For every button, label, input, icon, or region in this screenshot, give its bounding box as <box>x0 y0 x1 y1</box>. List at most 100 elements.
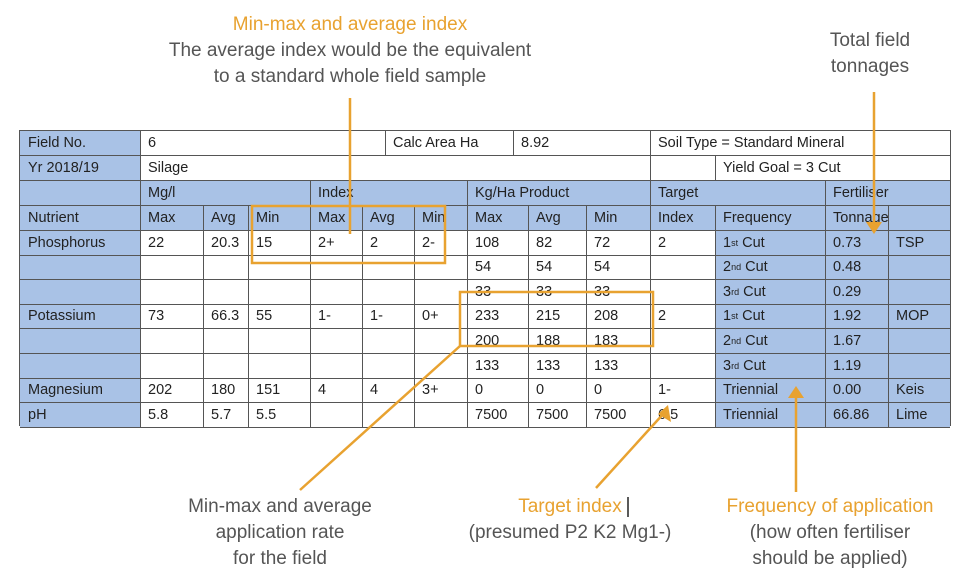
grid-line <box>20 328 950 330</box>
table-cell: 72 <box>586 230 650 255</box>
grid-line <box>888 205 889 427</box>
annotation-application-rate: Min-max and average application rate for… <box>150 494 410 572</box>
table-cell: 5.8 <box>140 402 203 428</box>
table-cell: 5.5 <box>248 402 310 428</box>
annotation-text: to a standard whole field sample <box>213 66 487 87</box>
annotation-target-index: Target index (presumed P2 K2 Mg1-) <box>440 494 700 546</box>
group-index: Index <box>310 180 467 205</box>
grid-line <box>248 205 249 427</box>
table-cell <box>414 279 467 305</box>
table-cell <box>414 402 467 428</box>
table-cell: 54 <box>586 254 650 280</box>
yield-goal: Yield Goal = 3 Cut <box>715 155 950 180</box>
table-cell <box>203 254 248 280</box>
grid-line <box>385 131 386 155</box>
table-cell <box>140 279 203 305</box>
column-header: Max <box>310 205 362 230</box>
group-kgha: Kg/Ha Product <box>467 180 650 205</box>
arrow-head-frequency <box>788 386 804 398</box>
nutrient-cell: Potassium <box>20 303 140 329</box>
table-cell <box>310 353 362 378</box>
table-cell <box>888 279 950 305</box>
pointer-line-target <box>595 411 666 489</box>
table-cell: Keis <box>888 377 950 403</box>
pointer-line-rate <box>299 345 461 491</box>
table-cell: 233 <box>467 303 528 329</box>
table-cell: 82 <box>528 230 586 255</box>
grid-line <box>140 131 141 427</box>
table-cell <box>362 328 414 354</box>
table-cell: 66.86 <box>825 402 888 428</box>
annotation-total-tonnages: Total field tonnages <box>790 28 950 80</box>
grid-line <box>513 131 514 155</box>
table-cell: TSP <box>888 230 950 255</box>
grid-line <box>414 205 415 427</box>
nutrient-cell: Magnesium <box>20 377 140 403</box>
grid-line <box>586 205 587 427</box>
column-header: Min <box>586 205 650 230</box>
table-cell <box>650 353 715 378</box>
column-header: Max <box>140 205 203 230</box>
table-cell: 2 <box>362 230 414 255</box>
table-cell: 133 <box>528 353 586 378</box>
table-cell: 0 <box>586 377 650 403</box>
annotation-text: for the field <box>233 548 327 569</box>
column-header: Frequency <box>715 205 825 230</box>
table-cell: 3+ <box>414 377 467 403</box>
grid-line <box>20 303 950 305</box>
table-cell: 108 <box>467 230 528 255</box>
table-cell: Lime <box>888 402 950 428</box>
table-cell: 1- <box>310 303 362 329</box>
grid-line <box>310 180 311 427</box>
annotation-frequency: Frequency of application (how often fert… <box>690 494 970 572</box>
table-cell: MOP <box>888 303 950 329</box>
table-cell: 22 <box>140 230 203 255</box>
column-header: Max <box>467 205 528 230</box>
grid-line <box>20 426 950 428</box>
table-cell: 2- <box>414 230 467 255</box>
column-header: Nutrient <box>20 205 140 230</box>
grid-line <box>20 353 950 354</box>
annotation-text: (how often fertiliser <box>749 522 911 543</box>
table-cell: 1- <box>650 377 715 403</box>
table-cell: 1.92 <box>825 303 888 329</box>
grid-line <box>362 205 363 427</box>
table-cell: 208 <box>586 303 650 329</box>
grid-line <box>20 180 950 181</box>
table-cell <box>888 328 950 354</box>
grid-line <box>715 205 716 427</box>
calc-area-label: Calc Area Ha <box>385 131 513 155</box>
annotation-text: Total field <box>829 30 911 51</box>
table-cell <box>140 254 203 280</box>
table-cell: 2+ <box>310 230 362 255</box>
table-cell: 0.73 <box>825 230 888 255</box>
table-cell: 66.3 <box>203 303 248 329</box>
column-header: Avg <box>203 205 248 230</box>
annotation-minmax-index: Min-max and average index The average in… <box>110 12 590 90</box>
table-cell: Triennial <box>715 377 825 403</box>
table-cell: 15 <box>248 230 310 255</box>
table-cell: 2 <box>650 303 715 329</box>
table-cell <box>362 353 414 378</box>
grid-line <box>528 205 529 427</box>
table-cell: 180 <box>203 377 248 403</box>
table-cell: 4 <box>310 377 362 403</box>
column-header <box>888 205 950 230</box>
nutrient-cell <box>20 254 140 280</box>
column-header: Index <box>650 205 715 230</box>
grid-line <box>20 254 950 256</box>
grid-line <box>650 180 651 427</box>
table-cell: 133 <box>467 353 528 378</box>
annotation-text: application rate <box>215 522 345 543</box>
table-cell: 4 <box>362 377 414 403</box>
table-cell <box>414 254 467 280</box>
nutrient-cell <box>20 279 140 305</box>
table-cell <box>650 254 715 280</box>
table-cell: 2 <box>650 230 715 255</box>
column-header: Min <box>248 205 310 230</box>
